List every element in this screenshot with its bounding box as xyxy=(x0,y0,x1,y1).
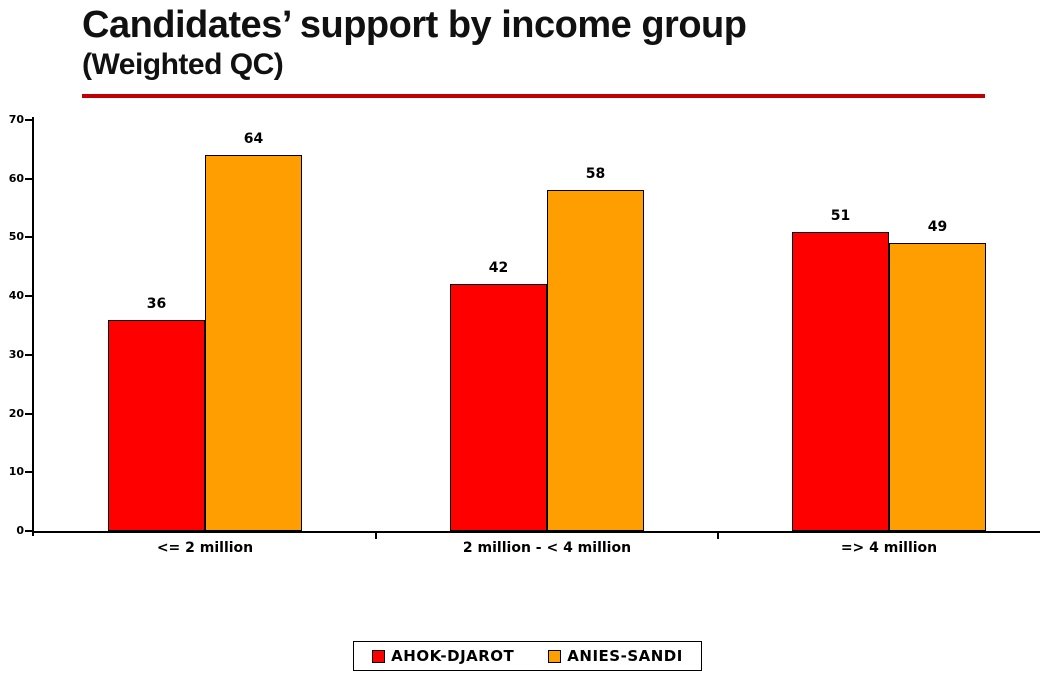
x-axis-line xyxy=(32,531,1040,533)
x-axis-category-label: 2 million - < 4 million xyxy=(462,540,632,556)
bar-ahok-djarot xyxy=(792,232,889,531)
bar-anies-sandi xyxy=(547,190,644,531)
bar-ahok-djarot xyxy=(108,320,205,531)
bar-value-label: 58 xyxy=(585,166,606,182)
y-axis-tick-label: 0 xyxy=(16,524,24,537)
bar-value-label: 42 xyxy=(488,260,509,276)
legend-swatch-ahok-djarot xyxy=(372,649,386,663)
bar-ahok-djarot xyxy=(450,284,547,531)
legend-label: AHOK-DJAROT xyxy=(391,647,515,665)
page-subtitle: (Weighted QC) xyxy=(82,48,284,82)
x-axis-tick xyxy=(375,533,377,539)
y-axis-tick-label: 40 xyxy=(8,289,24,303)
legend: AHOK-DJAROT ANIES-SANDI xyxy=(353,641,702,671)
legend-item: AHOK-DJAROT xyxy=(372,647,514,665)
y-axis-tick-label: 30 xyxy=(8,347,24,361)
y-axis-tick xyxy=(25,119,32,121)
y-axis-tick-label: 70 xyxy=(8,113,24,126)
bar-value-label: 49 xyxy=(927,219,948,235)
bar-value-label: 51 xyxy=(830,208,851,224)
y-axis-line xyxy=(32,117,34,536)
legend-item: ANIES-SANDI xyxy=(548,647,683,665)
y-axis-tick-label: 20 xyxy=(8,406,24,420)
title-underline xyxy=(82,94,985,98)
y-axis-tick-label: 60 xyxy=(8,171,24,185)
page-title: Candidates’ support by income group xyxy=(82,4,747,46)
y-axis-tick xyxy=(25,236,32,239)
legend-wrap: AHOK-DJAROT ANIES-SANDI xyxy=(0,641,1055,671)
y-axis-tick xyxy=(25,530,32,532)
bar-anies-sandi xyxy=(205,155,302,531)
plot-area: 36 64 <= 2 million 42 58 2 million - < 4 mill… xyxy=(9,113,1040,556)
y-axis-tick xyxy=(25,471,32,474)
y-axis-tick xyxy=(25,177,32,180)
x-axis-tick xyxy=(717,533,719,539)
x-axis-category-label: => 4 million xyxy=(840,540,938,556)
title-block: Candidates’ support by income group (Wei… xyxy=(82,2,747,82)
y-axis-tick xyxy=(25,412,32,415)
y-axis-tick-label: 10 xyxy=(8,465,24,479)
y-axis-tick xyxy=(25,353,32,356)
x-axis-category-label: <= 2 million xyxy=(156,540,254,556)
y-axis-tick xyxy=(25,295,32,298)
bar-value-label: 64 xyxy=(243,131,264,147)
legend-label: ANIES-SANDI xyxy=(567,647,683,665)
legend-swatch-anies-sandi xyxy=(548,649,562,663)
bar-anies-sandi xyxy=(889,243,986,531)
bar-value-label: 36 xyxy=(146,296,167,312)
y-axis-tick-label: 50 xyxy=(8,230,24,244)
